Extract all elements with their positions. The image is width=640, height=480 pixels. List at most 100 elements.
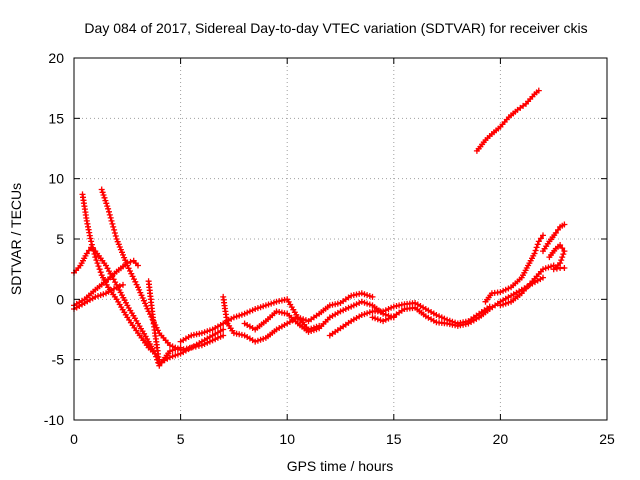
data-point-arc-l — [532, 247, 539, 254]
data-point-arc-m — [497, 302, 504, 309]
data-point-arc-b — [95, 263, 102, 270]
x-tick-label: 10 — [279, 431, 295, 447]
data-point-arc-b — [87, 235, 94, 242]
data-point-arc-h — [369, 293, 376, 300]
data-point-arc-c — [127, 268, 133, 274]
data-point-arc-h — [300, 316, 307, 323]
data-point-arc-k — [388, 314, 395, 321]
data-point-arc-b — [97, 269, 104, 276]
data-point-arc-e — [92, 293, 99, 300]
data-point-arc-e — [116, 283, 123, 290]
data-point-arc-c — [111, 226, 118, 233]
data-point-arc-m — [540, 266, 546, 273]
data-point-arc-b — [93, 257, 100, 264]
data-point-arc-c — [100, 192, 107, 198]
data-point-arc-c — [174, 345, 181, 352]
y-axis-label: SDTVAR / TECUs — [8, 183, 24, 295]
data-point-arc-h — [366, 293, 373, 299]
data-point-arc-i — [308, 328, 315, 334]
data-point-arc-m — [502, 300, 509, 307]
y-tick-label: 20 — [48, 50, 64, 66]
y-tick-label: -10 — [44, 412, 64, 428]
x-tick-label: 15 — [386, 431, 402, 447]
data-point-arc-c — [143, 303, 150, 309]
series-layer — [71, 87, 568, 369]
y-tick-label: 10 — [48, 171, 64, 187]
data-point-arc-g — [252, 306, 259, 312]
data-point-arc-c — [111, 230, 118, 236]
data-point-arc-l — [533, 244, 540, 251]
data-point-arc-i — [305, 328, 312, 335]
data-point-arc-l — [505, 285, 512, 292]
data-point-arc-c — [220, 332, 227, 339]
data-point-arc-g — [254, 305, 261, 312]
data-point-arc-f — [166, 354, 173, 361]
data-point-arc-k — [372, 315, 379, 322]
data-point-arc-b — [92, 254, 99, 261]
data-point-arc-j — [433, 312, 440, 318]
data-point-arc-p — [558, 257, 565, 264]
data-point-arc-c — [136, 286, 143, 293]
data-point-arc-c — [132, 278, 139, 285]
data-point-arc-c — [140, 297, 147, 304]
data-point-arc-c — [128, 270, 135, 277]
data-point-arc-c — [120, 251, 126, 258]
data-point-arc-f — [220, 326, 227, 333]
data-point-arc-p — [560, 251, 567, 258]
chart-title: Day 084 of 2017, Sidereal Day-to-day VTE… — [84, 20, 587, 36]
data-point-arc-c — [139, 295, 146, 301]
data-point-arc-j — [388, 304, 395, 311]
data-point-arc-c — [106, 208, 112, 215]
data-point-arc-c — [137, 289, 144, 296]
data-point-arc-e — [120, 281, 126, 288]
data-point-arc-c — [131, 276, 137, 283]
grid-layer — [74, 58, 607, 420]
data-point-arc-g — [265, 301, 272, 308]
data-point-arc-j — [436, 313, 443, 320]
data-point-arc-j — [358, 312, 365, 318]
y-tick-label: 0 — [56, 291, 64, 307]
data-point-arc-i — [353, 301, 360, 308]
data-point-arc-e — [95, 293, 101, 299]
data-point-arc-h — [364, 292, 371, 299]
data-point-arc-g — [244, 309, 251, 316]
data-point-arc-l — [502, 286, 509, 293]
data-point-arc-d — [127, 258, 134, 265]
data-point-arc-g — [230, 314, 237, 321]
data-point-arc-c — [115, 241, 122, 248]
data-point-arc-l — [531, 250, 538, 257]
data-point-arc-c — [110, 223, 117, 230]
data-point-arc-c — [214, 334, 221, 341]
data-point-arc-m — [542, 265, 549, 272]
data-point-arc-g — [260, 303, 267, 310]
data-point-arc-b — [88, 241, 95, 248]
data-point-arc-k — [374, 316, 381, 323]
data-point-arc-c — [113, 236, 120, 242]
data-point-arc-p — [559, 254, 566, 261]
data-point-arc-c — [112, 233, 119, 239]
y-tick-label: -5 — [52, 352, 65, 368]
data-point-arc-k — [540, 274, 546, 281]
data-point-arc-e — [113, 284, 120, 291]
data-point-arc-i — [366, 301, 373, 308]
data-point-arc-c — [107, 214, 114, 221]
x-tick-label: 0 — [70, 431, 78, 447]
data-point-arc-g — [236, 312, 243, 319]
x-tick-label: 25 — [599, 431, 615, 447]
data-point-arc-b — [88, 238, 95, 245]
data-point-arc-b — [94, 260, 101, 267]
data-point-arc-n — [535, 87, 542, 94]
data-point-arc-c — [101, 194, 108, 201]
data-point-arc-l — [540, 232, 546, 239]
data-point-arc-m — [548, 263, 554, 270]
tick-layer: 0 5 10 15 20 25 -10 -5 0 5 10 15 20 — [44, 50, 615, 447]
data-point-arc-c — [103, 200, 110, 207]
data-point-arc-m — [505, 299, 512, 306]
data-point-arc-i — [364, 300, 371, 307]
data-point-arc-h — [260, 335, 267, 342]
data-point-arc-c — [108, 217, 115, 224]
data-point-arc-k — [382, 316, 389, 323]
data-point-arc-i — [313, 326, 320, 333]
data-point-arc-e — [100, 291, 107, 298]
x-tick-label: 5 — [177, 431, 185, 447]
